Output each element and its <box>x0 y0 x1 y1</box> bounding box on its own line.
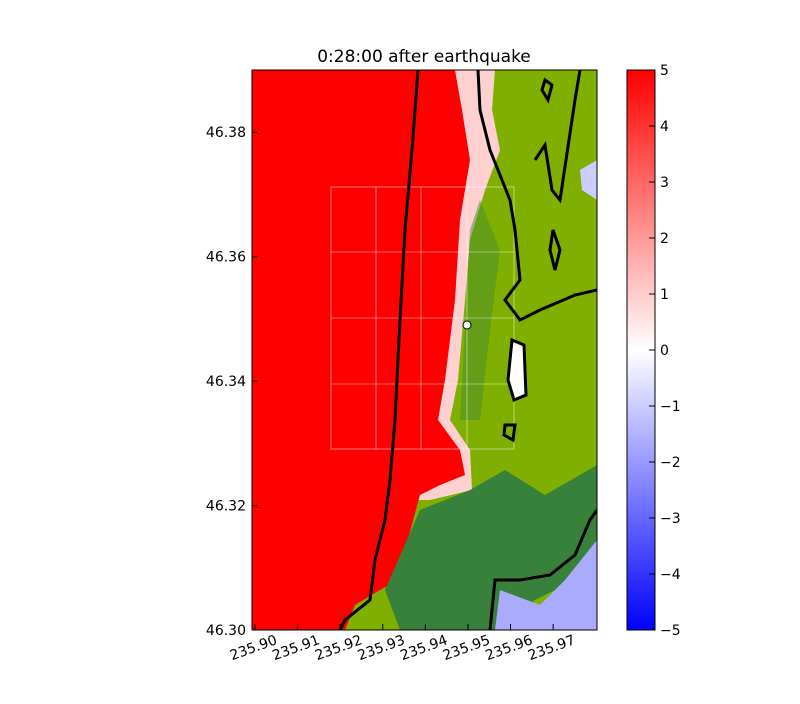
colorbar-tick-label: −2 <box>660 455 681 471</box>
colorbar-tick-label: −4 <box>660 567 681 583</box>
y-tick-label: 46.34 <box>206 374 246 390</box>
colorbar-tick-label: 3 <box>660 175 669 191</box>
axes-frame <box>251 69 598 631</box>
y-tick-label: 46.32 <box>206 499 246 515</box>
colorbar-tick-label: 5 <box>660 63 669 79</box>
colorbar-tick-label: 0 <box>660 343 669 359</box>
y-tick-label: 46.36 <box>206 250 246 266</box>
chart-title: 0:28:00 after earthquake <box>317 47 531 67</box>
colorbar-tick-label: 2 <box>660 231 669 247</box>
y-tick-label: 46.38 <box>206 125 246 141</box>
colorbar-tick-label: −3 <box>660 511 681 527</box>
colorbar-tick-label: −5 <box>660 623 681 639</box>
colorbar-tick-label: −1 <box>660 399 681 415</box>
colorbar-tick-label: 4 <box>660 119 669 135</box>
y-tick-label: 46.30 <box>206 623 246 639</box>
colorbar-tick-label: 1 <box>660 287 669 303</box>
field <box>252 70 597 630</box>
x-tick-label: 235.97 <box>526 632 578 664</box>
